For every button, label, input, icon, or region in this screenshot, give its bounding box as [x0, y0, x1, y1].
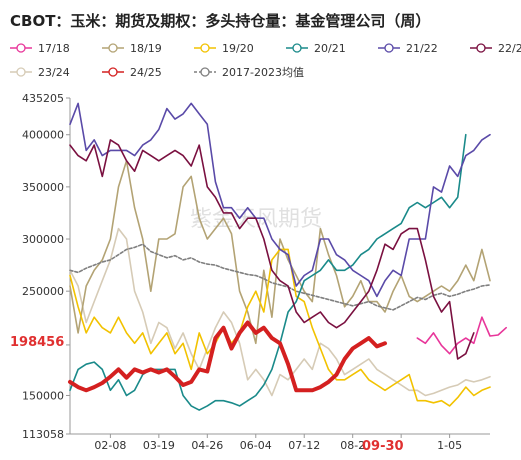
y-tick-label: 435205 — [22, 92, 64, 105]
series-line-24-25 — [68, 320, 387, 393]
legend-label: 17/18 — [38, 42, 70, 55]
current-date-annotation: 09-30 — [362, 439, 404, 454]
series-lines — [68, 102, 508, 411]
x-tick-label: 02-08 — [94, 439, 126, 452]
legend-item[interactable]: 17/18 — [10, 42, 70, 55]
chart-title: CBOT：玉米：期货及期权：多头持仓量：基金管理公司（周） — [10, 12, 430, 30]
legend-item[interactable]: 22/23 — [470, 42, 521, 55]
legend-label: 22/23 — [498, 42, 521, 55]
y-axis: 113058 150000 250000 300000 350000 400000 4352… — [22, 92, 71, 441]
legend-swatch-marker — [200, 43, 210, 53]
x-axis: 02-08 03-19 04-26 06-04 07-12 08-2 1-05 — [70, 433, 490, 452]
series-line-23-24 — [69, 227, 491, 397]
series-line-17-18 — [416, 316, 508, 355]
series-line-18-19 — [69, 160, 491, 345]
x-tick-label: 06-04 — [240, 439, 272, 452]
x-tick-label: 08-2 — [340, 439, 365, 452]
legend-swatch-marker — [16, 67, 26, 77]
legend-swatch-marker — [108, 43, 118, 53]
legend-swatch-marker — [384, 43, 394, 53]
legend-swatch-marker — [16, 43, 26, 53]
current-value-annotation: 198456 — [10, 335, 64, 350]
x-tick-label: 03-19 — [143, 439, 175, 452]
series-line-20-21 — [69, 133, 467, 411]
legend-label: 21/22 — [406, 42, 438, 55]
legend-swatch-marker — [200, 67, 210, 77]
legend-swatch-marker — [292, 43, 302, 53]
legend-item[interactable]: 19/20 — [194, 42, 254, 55]
y-tick-label: 113058 — [22, 428, 64, 441]
legend-label: 18/19 — [130, 42, 162, 55]
legend-swatch-marker — [108, 67, 118, 77]
x-tick-label: 04-26 — [191, 439, 223, 452]
legend-label: 19/20 — [222, 42, 254, 55]
legend-item[interactable]: 21/22 — [378, 42, 438, 55]
legend-swatch-marker — [476, 43, 486, 53]
legend-item[interactable]: 24/25 — [102, 66, 162, 79]
x-tick-label: 07-12 — [288, 439, 320, 452]
legend: 17/18 18/19 19/20 20/21 21/22 22/23 23/24 24/25… — [10, 42, 521, 79]
y-tick-label: 350000 — [22, 181, 64, 194]
y-tick-label: 250000 — [22, 285, 64, 298]
legend-item[interactable]: 18/19 — [102, 42, 162, 55]
legend-item[interactable]: 2017-2023均值 — [194, 66, 304, 79]
y-tick-label: 400000 — [22, 129, 64, 142]
legend-label: 2017-2023均值 — [222, 66, 304, 79]
legend-item[interactable]: 20/21 — [286, 42, 346, 55]
y-tick-label: 300000 — [22, 233, 64, 246]
series-line-22-23 — [69, 139, 475, 360]
series-line-19-20 — [69, 248, 491, 407]
legend-item[interactable]: 23/24 — [10, 66, 70, 79]
x-tick-label: 1-05 — [437, 439, 462, 452]
legend-label: 23/24 — [38, 66, 70, 79]
legend-label: 20/21 — [314, 42, 346, 55]
legend-label: 24/25 — [130, 66, 162, 79]
series-line-2017-2023-- — [69, 243, 491, 311]
y-tick-label: 150000 — [22, 389, 64, 402]
